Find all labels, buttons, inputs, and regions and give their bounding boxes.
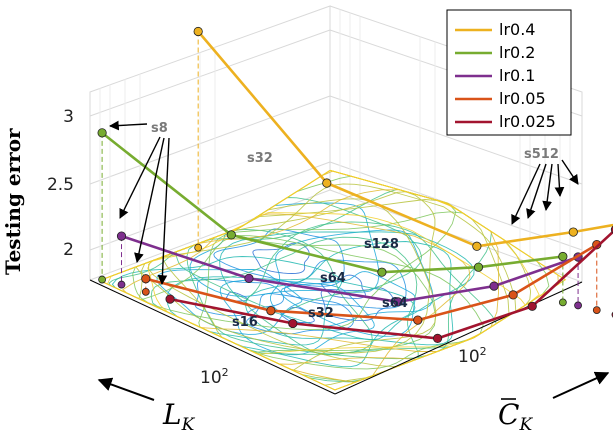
contour-line — [166, 276, 416, 368]
legend-label-lr0.4: lr0.4 — [499, 20, 535, 39]
floor-marker — [98, 275, 106, 284]
data-point-lr0.2 — [97, 128, 107, 138]
annotations: s8 s32 s128 s512 s16 s32 s64 s64 — [151, 121, 559, 330]
data-point-lr0.1 — [116, 231, 127, 241]
x-tick-label: 102 — [200, 366, 229, 388]
data-point-lr0.4 — [193, 26, 203, 37]
data-point-lr0.4 — [322, 178, 332, 188]
annotation-arrows — [109, 120, 579, 285]
z-tick-label: 2 — [63, 240, 74, 260]
annotation-arrow — [119, 136, 161, 219]
annotation-s16: s16 — [232, 315, 258, 330]
annotation-arrow — [157, 137, 170, 285]
svg-text:CK: CK — [498, 398, 533, 435]
data-point-lr0.2 — [226, 230, 236, 240]
legend-label-lr0.05: lr0.05 — [499, 89, 546, 108]
floor-edges — [89, 279, 583, 395]
data-point-lr0.2 — [377, 267, 387, 277]
z-axis-label: Testing error — [1, 128, 25, 275]
series-lines — [97, 26, 613, 343]
legend-label-lr0.025: lr0.025 — [499, 112, 556, 131]
data-point-lr0.05 — [141, 274, 151, 284]
data-point-lr0.4 — [568, 227, 578, 237]
contour-line — [252, 242, 310, 274]
contour-line — [148, 183, 517, 368]
data-point-lr0.025 — [165, 294, 175, 304]
z-tick-label: 3 — [63, 107, 74, 127]
contour-line — [213, 228, 345, 287]
contour-line — [175, 197, 423, 312]
y-tick-label: 102 — [458, 345, 487, 367]
contour-line — [219, 231, 475, 341]
z-tick-label: 2.5 — [47, 175, 74, 195]
data-point-lr0.025 — [288, 318, 298, 329]
x-axis-name: LK — [97, 377, 196, 435]
data-point-lr0.1 — [393, 297, 403, 307]
data-point-lr0.05 — [413, 315, 423, 325]
annotation-s32-top: s32 — [247, 151, 273, 166]
floor-marker — [574, 301, 582, 310]
floor-marker — [558, 298, 567, 307]
legend-label-lr0.2: lr0.2 — [499, 43, 535, 62]
data-point-lr0.2 — [473, 262, 484, 272]
annotation-arrow — [526, 163, 547, 219]
annotation-s32: s32 — [308, 306, 334, 321]
annotation-arrow — [511, 163, 541, 225]
annotation-arrow — [542, 163, 553, 211]
data-point-lr0.05 — [266, 306, 276, 316]
legend: lr0.4 lr0.2 lr0.1 lr0.05 lr0.025 — [446, 9, 572, 136]
contour-line — [111, 256, 343, 346]
axes-box-grid — [99, 9, 571, 278]
annotation-arrow — [134, 137, 165, 263]
floor-marker — [117, 280, 126, 289]
y-axis-name: CK — [498, 371, 610, 435]
legend-label-lr0.1: lr0.1 — [499, 66, 535, 85]
contour-line — [106, 169, 567, 391]
contour-line — [283, 259, 407, 309]
data-point-lr0.1 — [244, 273, 254, 283]
svg-text:LK: LK — [162, 398, 196, 435]
contour-line — [189, 202, 380, 297]
data-point-lr0.2 — [558, 251, 568, 262]
annotation-arrow — [561, 159, 579, 185]
annotation-s512: s512 — [524, 147, 559, 162]
contour-line — [198, 211, 550, 370]
annotation-s64: s64 — [382, 296, 408, 311]
data-point-lr0.4 — [472, 241, 482, 251]
floor-marker — [194, 243, 203, 252]
data-point-lr0.025 — [527, 301, 537, 311]
data-point-lr0.1 — [489, 281, 499, 291]
data-point-lr0.05 — [508, 290, 518, 300]
data-point-lr0.025 — [432, 333, 443, 343]
annotation-arrow — [554, 163, 565, 197]
annotation-s64: s64 — [320, 271, 346, 286]
floor-marker — [592, 306, 601, 314]
z-axis: 2 2.5 3 — [47, 107, 74, 260]
annotation-s8: s8 — [151, 121, 168, 136]
annotation-arrow — [109, 120, 148, 131]
floor-marker — [141, 287, 150, 296]
contour-line — [135, 169, 436, 354]
annotation-s128: s128 — [364, 237, 399, 252]
